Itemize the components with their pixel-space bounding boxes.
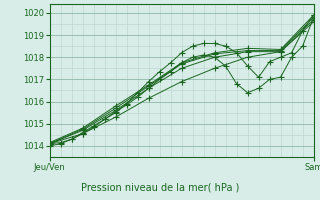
Text: Pression niveau de la mer( hPa ): Pression niveau de la mer( hPa ) [81,182,239,192]
